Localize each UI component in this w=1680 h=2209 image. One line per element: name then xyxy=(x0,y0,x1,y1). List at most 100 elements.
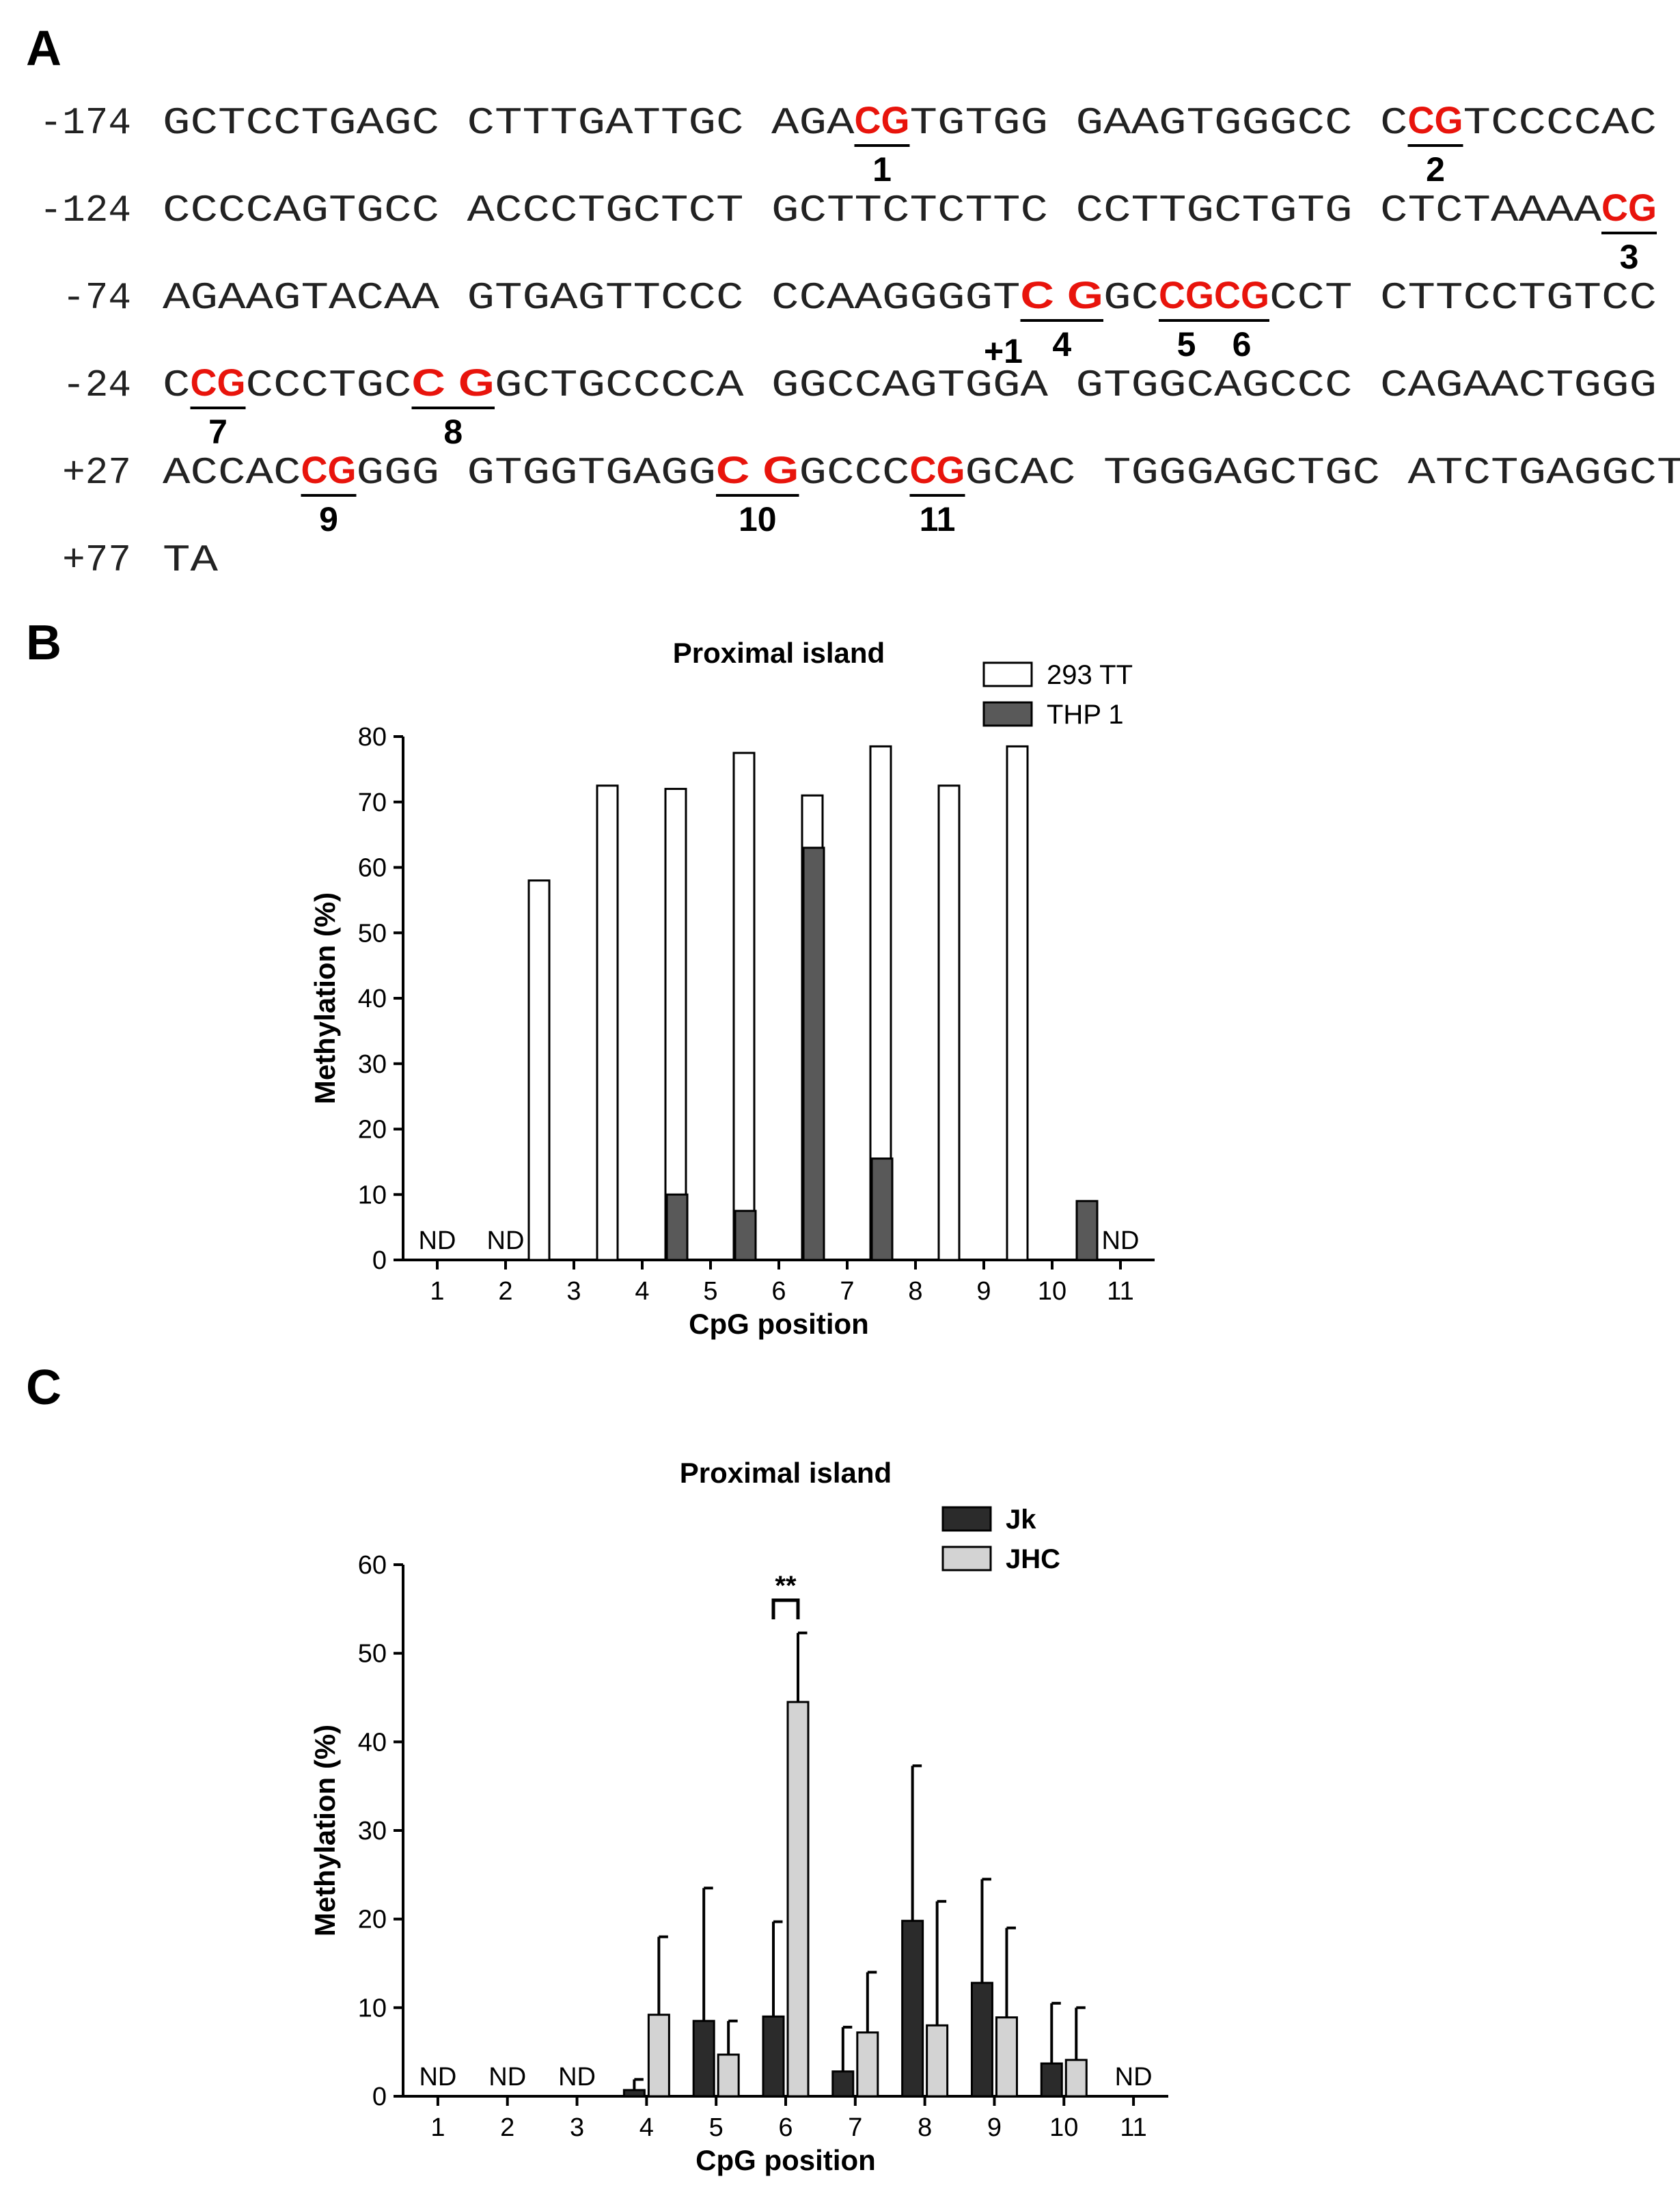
bar-293-tt xyxy=(664,788,687,1261)
legend-swatch xyxy=(941,1546,992,1572)
bar-jhc xyxy=(717,2053,740,2098)
x-tick-label: 4 xyxy=(635,1277,649,1306)
chart-b-proximal-island: Proximal island 0 10 20 30 40 50 60 70 80 1 2 3 4 5 6 7 8… xyxy=(309,637,1155,1340)
chart-title: Proximal island xyxy=(673,637,885,669)
sequence-line: -124 CCCCAGTGCC ACCCTGCTCT GCTTCTCTTC CCT… xyxy=(40,186,1657,276)
bar-thp-1 xyxy=(665,1193,689,1261)
y-tick-label: 50 xyxy=(358,1640,387,1669)
sequence-segment: TA xyxy=(163,538,218,582)
sequence-position: -24 xyxy=(62,363,131,407)
cpg-site: CG xyxy=(1601,186,1657,229)
y-tick-label: 10 xyxy=(358,1994,387,2022)
x-tick-label: 5 xyxy=(709,2113,724,2142)
x-tick-label: 5 xyxy=(703,1277,717,1306)
promoter-sequence: -174 GCTCCTGAGC CTTTGATTGC AGA CG 1 TGTGG GA… xyxy=(40,98,1680,582)
not-determined-label: ND xyxy=(488,2063,526,2091)
bar-jhc xyxy=(1064,2059,1088,2098)
sequence-segment: CCT CTTCCTGTCC xyxy=(1269,276,1657,320)
y-tick-label: 10 xyxy=(358,1181,387,1209)
sequence-position: +77 xyxy=(62,538,131,582)
sequence-segment: GCTCCTGAGC CTTTGATTGC AGA xyxy=(163,101,855,145)
bar-jhc xyxy=(786,1701,810,2098)
legend-label: JHC xyxy=(1006,1544,1060,1574)
y-tick-label: 60 xyxy=(358,854,387,883)
bar-thp-1 xyxy=(1075,1200,1099,1261)
bar-thp-1 xyxy=(870,1157,894,1261)
x-tick-label: 2 xyxy=(500,2113,514,2142)
sequence-line: -174 GCTCCTGAGC CTTTGATTGC AGA CG 1 TGTGG GA… xyxy=(40,98,1657,189)
cpg-site: CG xyxy=(1408,98,1463,141)
x-tick-label: 3 xyxy=(566,1277,581,1306)
y-tick-label: 0 xyxy=(372,1246,387,1275)
bar-jhc xyxy=(926,2024,949,2098)
bar-jk xyxy=(692,2020,715,2098)
cpg-number: 3 xyxy=(1620,238,1639,276)
bar-jk xyxy=(1040,2062,1063,2098)
not-determined-label: ND xyxy=(419,1226,456,1255)
legend-label: 293 TT xyxy=(1047,660,1133,690)
cpg-site: CG xyxy=(1159,273,1214,316)
bar-jhc xyxy=(856,2031,879,2098)
panel-label-c: C xyxy=(26,1360,61,1415)
cpg-number: 10 xyxy=(739,500,777,538)
significance-bracket xyxy=(771,1598,800,1619)
legend-swatch xyxy=(941,1506,992,1532)
transcription-start-label: +1 xyxy=(984,332,1023,370)
y-tick-label: 40 xyxy=(358,985,387,1013)
x-tick-label: 7 xyxy=(840,1277,854,1306)
sequence-segment: GCCC xyxy=(799,451,910,495)
sequence-segment: GGG GTGGTGAGG xyxy=(357,451,717,495)
cpg-site: C G xyxy=(1021,273,1104,316)
bar-jk xyxy=(762,2015,785,2098)
y-tick-label: 30 xyxy=(358,1817,387,1846)
chart-c-proximal-island: Proximal island 0 10 20 30 40 50 60 1 2 3 4 5 6 7 8 9 10 1… xyxy=(309,1457,1168,2176)
bar-jhc xyxy=(995,2016,1018,2098)
x-tick-label: 10 xyxy=(1038,1277,1066,1306)
sequence-segment: GCTGCCCCA GGCCAGTGGA GTGGCAGCCC CAGAACTG… xyxy=(495,363,1657,407)
x-tick-label: 11 xyxy=(1107,1277,1133,1306)
y-axis-label: Methylation (%) xyxy=(309,892,341,1104)
panel-label-b: B xyxy=(26,616,61,670)
x-tick-label: 6 xyxy=(771,1277,786,1306)
bar-293-tt xyxy=(527,879,551,1261)
sequence-segment: AGAAGTACAA GTGAGTTCCC CCAAGGGGT xyxy=(163,276,1021,320)
x-tick-label: 6 xyxy=(778,2113,793,2142)
y-tick-label: 0 xyxy=(372,2083,387,2111)
y-tick-label: 70 xyxy=(358,788,387,817)
x-tick-label: 3 xyxy=(570,2113,584,2142)
sequence-segment: GC xyxy=(1103,276,1159,320)
cpg-number: 4 xyxy=(1052,325,1071,363)
sequence-segment: TCCCCAC xyxy=(1463,101,1657,145)
x-axis-label: CpG position xyxy=(689,1308,869,1340)
bar-293-tt xyxy=(732,752,756,1261)
legend-label: Jk xyxy=(1006,1505,1036,1535)
x-tick-label: 8 xyxy=(918,2113,932,2142)
cpg-number: 2 xyxy=(1426,150,1445,189)
x-tick-label: 1 xyxy=(430,1277,444,1306)
bar-jk xyxy=(970,1981,993,2098)
sequence-position: -174 xyxy=(40,101,131,145)
x-axis-label: CpG position xyxy=(696,2144,876,2176)
sequence-position: +27 xyxy=(62,451,131,495)
sequence-segment: TGTGG GAAGTGGGCC C xyxy=(910,101,1408,145)
sequence-line: -24 C CG 7 CCCTGC C G 8 GCTGCCCCA GGCCAGTGGA GT… xyxy=(62,361,1657,451)
chart-title: Proximal island xyxy=(680,1457,892,1489)
not-determined-label: ND xyxy=(558,2063,596,2091)
bar-293-tt xyxy=(596,784,619,1261)
y-tick-label: 20 xyxy=(358,1116,387,1144)
cpg-number: 9 xyxy=(319,500,338,538)
not-determined-label: ND xyxy=(487,1226,525,1255)
bar-thp-1 xyxy=(734,1209,757,1261)
sequence-line: -74 AGAAGTACAA GTGAGTTCCC CCAAGGGGT C G 4 +1… xyxy=(62,273,1657,370)
x-tick-label: 8 xyxy=(908,1277,922,1306)
not-determined-label: ND xyxy=(1102,1226,1140,1255)
x-tick-label: 4 xyxy=(639,2113,654,2142)
y-axis-label: Methylation (%) xyxy=(309,1725,341,1936)
y-tick-label: 50 xyxy=(358,919,387,948)
legend-swatch xyxy=(982,701,1033,727)
cpg-number: 11 xyxy=(920,500,956,538)
bar-jk xyxy=(831,2070,855,2098)
cpg-site: CG xyxy=(1214,273,1269,316)
cpg-number: 1 xyxy=(872,150,892,189)
